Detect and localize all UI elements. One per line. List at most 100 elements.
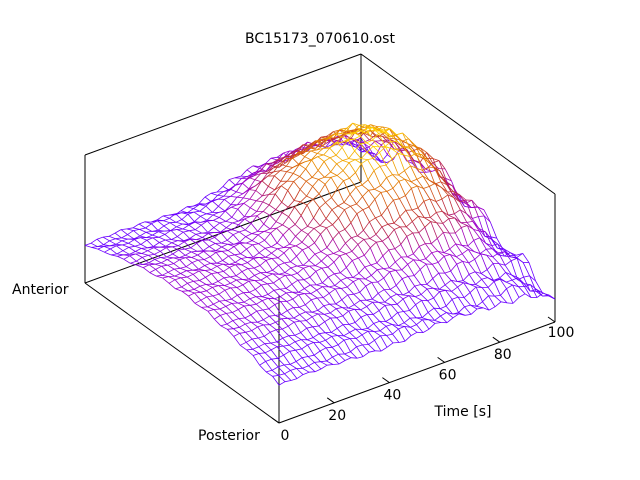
mesh-line [195, 232, 202, 235]
mesh-line [253, 257, 260, 259]
mesh-line [291, 283, 299, 293]
mesh-line [286, 171, 294, 174]
mesh-line [181, 213, 189, 220]
mesh-line [472, 221, 480, 232]
mesh-line [368, 190, 376, 200]
mesh-line [128, 242, 136, 247]
mesh-line [402, 295, 410, 300]
mesh-line [273, 170, 281, 173]
mesh-line [247, 258, 254, 263]
mesh-line [280, 301, 288, 311]
mesh-line [242, 279, 249, 282]
mesh-line [286, 167, 293, 172]
mesh-line [198, 270, 206, 278]
mesh-line [297, 273, 305, 280]
mesh-line [440, 176, 448, 186]
mesh-line [409, 310, 417, 319]
mesh-line [368, 146, 376, 158]
mesh-line [410, 181, 418, 187]
mesh-line [457, 282, 464, 288]
mesh-line [400, 236, 408, 245]
mesh-line [310, 149, 317, 152]
mesh-line [278, 158, 286, 164]
mesh-line [205, 205, 213, 213]
mesh-line [380, 185, 388, 192]
mesh-line [397, 153, 405, 171]
mesh-line [286, 173, 294, 182]
mesh-line [314, 242, 322, 252]
mesh-line [318, 333, 326, 341]
mesh-line [355, 172, 363, 186]
mesh-line [282, 335, 289, 339]
mesh-line [134, 239, 142, 245]
mesh-line [199, 204, 206, 207]
mesh-line [271, 366, 279, 371]
mesh-line [468, 258, 475, 264]
mesh-line [292, 291, 299, 296]
mesh-line [322, 137, 330, 147]
mesh-line [415, 153, 423, 155]
mesh-line [281, 212, 289, 218]
mesh-line [404, 326, 411, 328]
mesh-line [370, 241, 377, 249]
mesh-line [222, 250, 229, 252]
mesh-line [213, 308, 220, 310]
mesh-line [456, 261, 463, 265]
mesh-line [174, 277, 182, 281]
mesh-line [246, 338, 253, 343]
mesh-line [217, 277, 225, 282]
mesh-line [194, 302, 202, 308]
mesh-line [346, 122, 353, 129]
mesh-line [267, 283, 275, 291]
mesh-line [292, 298, 300, 308]
mesh-line [283, 150, 290, 154]
mesh-line [341, 299, 349, 309]
mesh-line [433, 297, 441, 309]
mesh-line [418, 226, 426, 233]
mesh-line [232, 222, 239, 226]
mesh-line [275, 315, 282, 320]
mesh-line [259, 361, 266, 366]
mesh-line [402, 298, 410, 311]
mesh-line [212, 287, 220, 295]
mesh-line [439, 289, 446, 293]
mesh-line [248, 275, 255, 280]
mesh-line [450, 280, 458, 288]
mesh-line [290, 370, 298, 379]
mesh-line [178, 241, 185, 247]
mesh-line [443, 248, 450, 254]
mesh-line [180, 206, 188, 212]
mesh-line [379, 152, 387, 166]
mesh-line [289, 235, 296, 245]
mesh-line [342, 158, 349, 161]
mesh-line [317, 305, 324, 311]
mesh-line [460, 209, 467, 214]
mesh-line [329, 303, 337, 310]
mesh-line [380, 154, 388, 163]
mesh-line [276, 346, 284, 356]
mesh-line [463, 282, 471, 293]
mesh-line [359, 300, 367, 307]
mesh-line [250, 310, 258, 316]
mesh-line [353, 132, 361, 137]
mesh-line [173, 259, 180, 264]
mesh-line [386, 335, 394, 344]
mesh-line [361, 179, 369, 186]
mesh-line [409, 304, 416, 311]
mesh-line [186, 273, 194, 278]
mesh-line [211, 200, 219, 207]
mesh-line [271, 369, 279, 376]
mesh-line [232, 220, 239, 224]
mesh-line [104, 248, 111, 253]
mesh-line [242, 189, 250, 199]
mesh-line [411, 209, 419, 217]
mesh-line [259, 364, 267, 373]
mesh-line [411, 221, 420, 233]
mesh-line [141, 250, 148, 254]
mesh-line [407, 143, 415, 151]
mesh-line [233, 231, 240, 236]
mesh-line [374, 188, 382, 193]
mesh-line [116, 250, 124, 255]
mesh-line [299, 180, 307, 190]
mesh-line [522, 262, 530, 276]
